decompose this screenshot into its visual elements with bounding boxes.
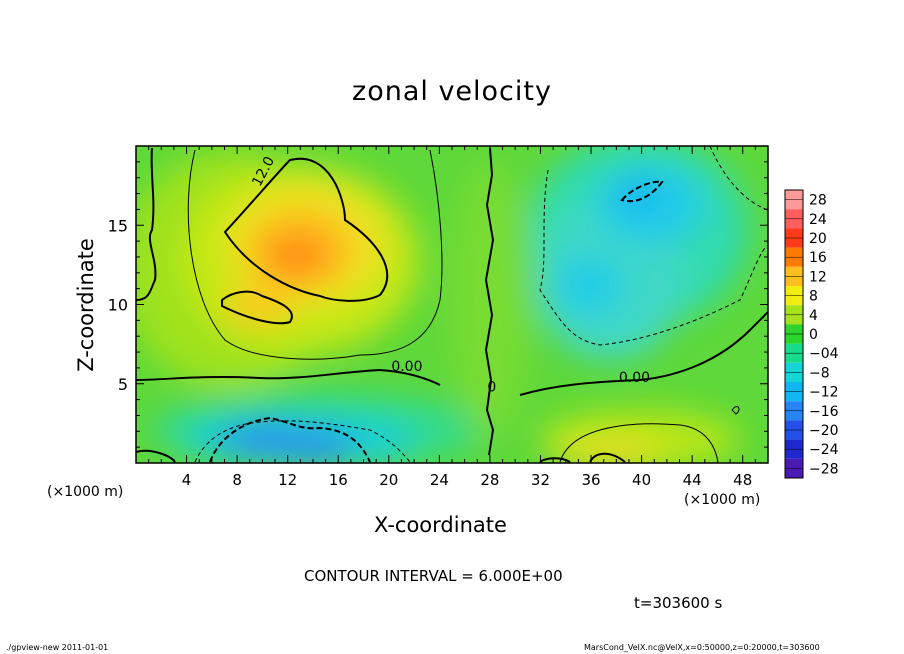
x-tick-label: 44 xyxy=(683,471,702,489)
colorbar-label: 12 xyxy=(809,269,827,285)
contour-labels: 12.00.000.000 xyxy=(249,154,650,396)
colorbar-label: 16 xyxy=(809,250,827,266)
colorbar-label: −12 xyxy=(809,385,839,401)
colorbar-label: −8 xyxy=(809,365,830,381)
x-axis-label: X-coordinate xyxy=(374,513,507,537)
x-tick-label: 20 xyxy=(379,471,398,489)
x-tick-label: 4 xyxy=(182,471,192,489)
y-axis-label: Z-coordinate xyxy=(74,238,98,372)
chart-title: zonal velocity xyxy=(352,76,552,107)
colorbar-label: −20 xyxy=(809,423,839,439)
contour-lines xyxy=(136,146,768,463)
contour-label: 0.00 xyxy=(619,370,650,386)
x-unit-left: (×1000 m) xyxy=(47,484,124,500)
footer-left: ./gpview-new 2011-01-01 xyxy=(6,643,109,652)
x-tick-label: 24 xyxy=(430,471,449,489)
y-ticks: 5 10 15 xyxy=(108,161,768,448)
colorbar-label: 0 xyxy=(809,327,818,343)
x-tick-label: 32 xyxy=(531,471,550,489)
time-label: t=303600 s xyxy=(634,594,723,612)
y-tick-label: 5 xyxy=(118,375,128,394)
colorbar: 28 24 20 16 12 8 4 0 −04 −8 −12 −16 −20 −24 −28 xyxy=(784,189,839,479)
colorbar-label: −04 xyxy=(809,346,839,362)
x-tick-label: 48 xyxy=(733,471,752,489)
x-tick-label: 40 xyxy=(632,471,651,489)
y-tick-label: 15 xyxy=(108,216,128,235)
x-tick-label: 36 xyxy=(581,471,600,489)
colorbar-label: −24 xyxy=(809,442,839,458)
x-tick-label: 28 xyxy=(480,471,499,489)
heatmap-field xyxy=(136,146,768,463)
colorbar-label: 28 xyxy=(809,193,827,209)
x-tick-label: 16 xyxy=(329,471,348,489)
x-tick-label: 12 xyxy=(278,471,297,489)
x-tick-label: 8 xyxy=(232,471,242,489)
colorbar-label: 4 xyxy=(809,308,818,324)
x-unit-right: (×1000 m) xyxy=(684,492,761,508)
y-tick-label: 10 xyxy=(108,296,128,315)
colorbar-label: 8 xyxy=(809,289,818,305)
footer-right: MarsCond_VelX.nc@VelX,x=0:50000,z=0:2000… xyxy=(584,643,820,652)
colorbar-label: 24 xyxy=(809,212,827,228)
colorbar-label: −16 xyxy=(809,404,839,420)
x-ticks: 4 8 12 16 20 24 28 32 36 40 44 48 xyxy=(148,146,756,489)
colorbar-label: 20 xyxy=(809,231,827,247)
contour-label: 0 xyxy=(487,380,496,396)
contour-label: 0.00 xyxy=(391,359,422,375)
contour-interval: CONTOUR INTERVAL = 6.000E+00 xyxy=(304,567,563,585)
colorbar-label: −28 xyxy=(809,461,839,477)
